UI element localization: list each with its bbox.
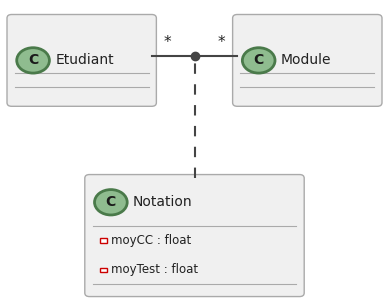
Circle shape: [17, 48, 49, 73]
Text: moyCC : float: moyCC : float: [111, 234, 191, 247]
FancyBboxPatch shape: [233, 14, 382, 106]
FancyBboxPatch shape: [85, 175, 304, 297]
FancyBboxPatch shape: [7, 14, 156, 106]
Text: Module: Module: [281, 53, 331, 67]
Circle shape: [242, 48, 275, 73]
Text: C: C: [254, 53, 264, 67]
Text: C: C: [106, 195, 116, 209]
Text: Etudiant: Etudiant: [55, 53, 114, 67]
Circle shape: [95, 190, 127, 215]
Text: *: *: [218, 35, 226, 50]
Text: C: C: [28, 53, 38, 67]
Text: Notation: Notation: [133, 195, 193, 209]
Bar: [100, 268, 107, 272]
Text: moyTest : float: moyTest : float: [111, 263, 198, 276]
Text: *: *: [163, 35, 171, 50]
Bar: [100, 239, 107, 243]
